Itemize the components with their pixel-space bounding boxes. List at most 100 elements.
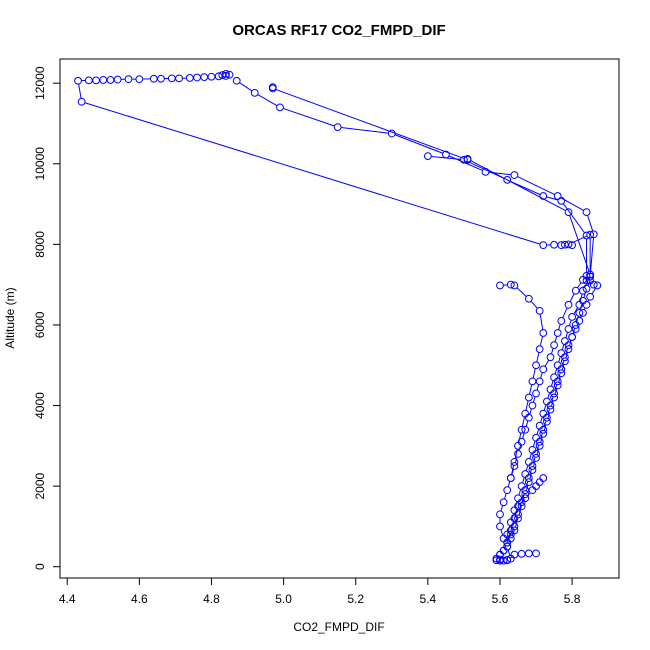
data-point <box>571 286 580 295</box>
data-point <box>175 74 183 83</box>
series-segment <box>525 465 529 471</box>
series-segment <box>431 155 461 160</box>
series-segment <box>500 529 504 536</box>
data-point <box>423 152 432 161</box>
data-point <box>546 385 555 394</box>
data-point <box>579 275 587 284</box>
series-segment <box>507 525 511 532</box>
data-point <box>528 466 537 474</box>
data-point <box>568 312 577 321</box>
data-point <box>546 405 555 414</box>
series-segment <box>500 505 504 512</box>
series-segment <box>536 352 540 363</box>
data-point <box>99 76 108 84</box>
series-segment <box>536 384 540 391</box>
series-segment <box>532 461 536 467</box>
data-point <box>553 381 562 390</box>
data-point <box>546 353 555 362</box>
data-point <box>250 88 259 97</box>
data-point <box>492 554 501 563</box>
data-point <box>517 425 526 434</box>
series-segment <box>527 492 531 497</box>
series-segment <box>341 127 389 134</box>
series-segment <box>591 288 596 295</box>
series-segment <box>569 320 572 326</box>
y-tick-label: 10000 <box>33 147 47 181</box>
x-axis-label: CO2_FMPD_DIF <box>293 620 384 634</box>
data-point <box>463 155 472 163</box>
data-point <box>524 413 533 422</box>
data-point <box>535 345 544 354</box>
data-point <box>499 534 508 543</box>
data-point <box>232 76 241 85</box>
series-segment <box>576 315 579 322</box>
series-segment <box>561 344 565 351</box>
y-tick-label: 8000 <box>33 231 47 258</box>
data-point <box>542 417 551 426</box>
series-segment <box>522 493 525 500</box>
data-point <box>528 445 537 454</box>
data-point <box>568 241 577 250</box>
data-point <box>193 73 201 82</box>
data-point <box>499 498 508 507</box>
x-tick-label: 5.6 <box>492 592 509 606</box>
data-point <box>539 241 548 250</box>
series-segment <box>518 432 522 443</box>
y-tick-label: 0 <box>33 563 47 570</box>
series-segment <box>536 444 540 451</box>
series-segment <box>521 416 525 427</box>
series-segment <box>543 420 547 427</box>
data-point <box>532 482 540 491</box>
data-point <box>564 345 573 354</box>
series-segment <box>518 509 522 516</box>
series-segment <box>239 82 253 92</box>
data-point <box>550 393 558 402</box>
data-point <box>550 373 558 382</box>
data-point <box>539 329 548 337</box>
data-point <box>535 306 544 315</box>
data-point <box>387 129 396 138</box>
data-point <box>521 490 530 499</box>
chart-title: ORCAS RF17 CO2_FMPD_DIF <box>232 22 445 39</box>
series-segment <box>547 412 550 419</box>
series-segment <box>514 517 518 524</box>
series-segment <box>565 332 569 338</box>
data-point <box>135 75 144 84</box>
data-point <box>579 308 587 317</box>
data-point <box>532 361 540 370</box>
data-point <box>496 510 504 519</box>
data-point <box>564 325 573 333</box>
series-segment <box>554 384 558 391</box>
series-segment <box>518 489 522 496</box>
data-point <box>514 441 522 450</box>
series-segment <box>514 449 518 459</box>
data-point <box>510 171 519 179</box>
data-point <box>553 192 562 200</box>
series-segment <box>507 549 511 556</box>
data-point <box>582 231 591 240</box>
data-point <box>514 502 522 511</box>
series-layer <box>74 70 602 565</box>
data-point <box>528 401 537 410</box>
series-segment <box>536 448 540 455</box>
data-point <box>517 549 526 558</box>
series-segment <box>573 307 579 315</box>
data-series <box>496 280 548 482</box>
data-point <box>77 97 86 106</box>
series-segment <box>522 432 525 439</box>
series-segment <box>511 513 514 520</box>
data-point <box>514 514 522 523</box>
y-tick-label: 4000 <box>33 392 47 419</box>
data-point <box>499 546 508 555</box>
data-point <box>524 393 533 402</box>
series-segment <box>562 307 568 319</box>
series-segment <box>522 497 525 504</box>
series-segment <box>529 384 533 395</box>
data-point <box>506 554 515 563</box>
data-point <box>510 458 519 466</box>
x-tick-label: 5.4 <box>420 592 437 606</box>
data-point <box>106 76 115 84</box>
data-point <box>539 474 548 482</box>
data-point <box>276 103 284 112</box>
